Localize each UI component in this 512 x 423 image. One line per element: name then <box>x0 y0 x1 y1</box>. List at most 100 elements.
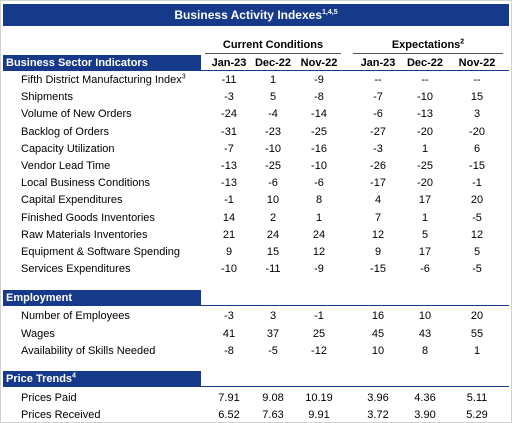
cell-value: -5 <box>472 263 482 276</box>
cell-value: 20 <box>470 310 484 322</box>
cell-value: 5 <box>473 246 481 258</box>
cell-value: -10 <box>265 142 281 155</box>
cell-value: -24 <box>221 108 237 121</box>
row-label: Backlog of Orders <box>21 125 109 139</box>
row-label-text: Equipment & Software Spending <box>21 246 180 258</box>
section-title-text: Employment <box>6 292 73 304</box>
column-group-header: Current Conditions <box>205 38 341 52</box>
row-label: Services Expenditures <box>21 262 130 276</box>
row-label: Number of Employees <box>21 309 130 323</box>
cell-value: 7.91 <box>218 392 240 404</box>
cell-value: 16 <box>371 310 385 322</box>
cell-value: 2 <box>269 211 277 224</box>
column-header: Nov-22 <box>458 57 496 69</box>
cell-value: 20 <box>470 194 484 207</box>
cell-value: 14 <box>222 211 236 224</box>
cell-value: -10 <box>417 91 433 104</box>
row-label-text: Prices Paid <box>21 392 77 404</box>
row-label-text: Availability of Skills Needed <box>21 345 156 357</box>
cell-value: -15 <box>370 263 386 276</box>
cell-value: -3 <box>224 310 234 322</box>
cell-value: -4 <box>268 108 278 121</box>
row-label: Shipments <box>21 90 73 104</box>
group-underline <box>353 53 503 54</box>
cell-value: -27 <box>370 125 386 138</box>
row-label-text: Services Expenditures <box>21 263 131 276</box>
cell-value: -14 <box>311 108 327 121</box>
row-label-text: Wages <box>21 327 55 340</box>
column-group-label: Expectations <box>391 39 461 51</box>
cell-value: -13 <box>221 177 237 190</box>
row-label-text: Finished Goods Inventories <box>21 211 155 224</box>
cell-value: 3.72 <box>367 408 389 421</box>
cell-value: -5 <box>268 345 278 357</box>
row-label: Prices Received <box>21 408 100 422</box>
cell-value: 3 <box>269 310 277 322</box>
cell-value: -10 <box>221 263 237 276</box>
section-title-note: 4 <box>72 372 76 380</box>
cell-value: 1 <box>421 142 429 155</box>
row-label-text: Shipments <box>21 91 73 104</box>
cell-value: 41 <box>222 327 236 340</box>
cell-value: -31 <box>221 125 237 138</box>
section-title: Employment <box>6 291 72 305</box>
cell-value: -6 <box>314 177 324 190</box>
cell-value: -8 <box>224 345 234 357</box>
section-title-text: Price Trends <box>6 373 73 385</box>
row-label-text: Raw Materials Inventories <box>21 228 148 241</box>
cell-value: 37 <box>266 327 280 340</box>
cell-value: 7.63 <box>262 408 284 421</box>
cell-value: 6 <box>473 142 481 155</box>
cell-value: 12 <box>371 228 385 241</box>
row-label-text: Capital Expenditures <box>21 194 123 207</box>
cell-value: 17 <box>418 246 432 258</box>
column-group-note: 2 <box>460 38 465 46</box>
row-label-text: Vendor Lead Time <box>21 160 111 172</box>
cell-value: -10 <box>311 160 327 172</box>
cell-value: 1 <box>315 211 323 224</box>
cell-value: -9 <box>314 74 324 86</box>
row-label-text: Fifth District Manufacturing Index <box>21 74 182 86</box>
cell-value: -16 <box>311 142 327 155</box>
cell-value: -25 <box>311 125 327 138</box>
section-rule <box>3 70 509 71</box>
cell-value: -20 <box>417 125 433 138</box>
cell-value: -20 <box>417 177 433 190</box>
row-label: Wages <box>21 327 55 341</box>
cell-value: 12 <box>312 246 326 258</box>
cell-value: 8 <box>315 194 323 207</box>
cell-value: -7 <box>373 91 383 104</box>
cell-value: 3.96 <box>367 392 389 404</box>
row-label-text: Backlog of Orders <box>21 125 110 138</box>
cell-value: -1 <box>224 194 234 207</box>
row-label: Volume of New Orders <box>21 107 132 121</box>
cell-value: 5 <box>421 228 429 241</box>
row-label-text: Local Business Conditions <box>21 177 151 190</box>
cell-value: 5.29 <box>466 408 488 421</box>
cell-value: 24 <box>266 228 280 241</box>
column-header: Dec-22 <box>254 57 292 69</box>
cell-value: 21 <box>222 228 236 241</box>
column-header: Jan-23 <box>211 57 247 69</box>
group-underline <box>205 53 341 54</box>
section-bar <box>3 371 201 386</box>
cell-value: -23 <box>265 125 281 138</box>
cell-value: 9.08 <box>262 392 284 404</box>
section-bar <box>3 290 201 305</box>
cell-value: 4 <box>374 194 382 207</box>
cell-value: 9 <box>225 246 233 258</box>
title: Business Activity Indexes1,4,5 <box>3 8 509 22</box>
cell-value: -- <box>421 74 429 86</box>
cell-value: -11 <box>221 74 237 86</box>
section-rule <box>3 305 509 306</box>
section-title: Price Trends4 <box>6 372 76 386</box>
cell-value: -26 <box>370 160 386 172</box>
cell-value: 5 <box>269 91 277 104</box>
column-header: Jan-23 <box>360 57 396 69</box>
row-label: Prices Paid <box>21 391 77 405</box>
cell-value: 12 <box>470 228 484 241</box>
cell-value: 10.19 <box>305 392 333 404</box>
cell-value: 9 <box>374 246 382 258</box>
row-label: Finished Goods Inventories <box>21 211 155 225</box>
